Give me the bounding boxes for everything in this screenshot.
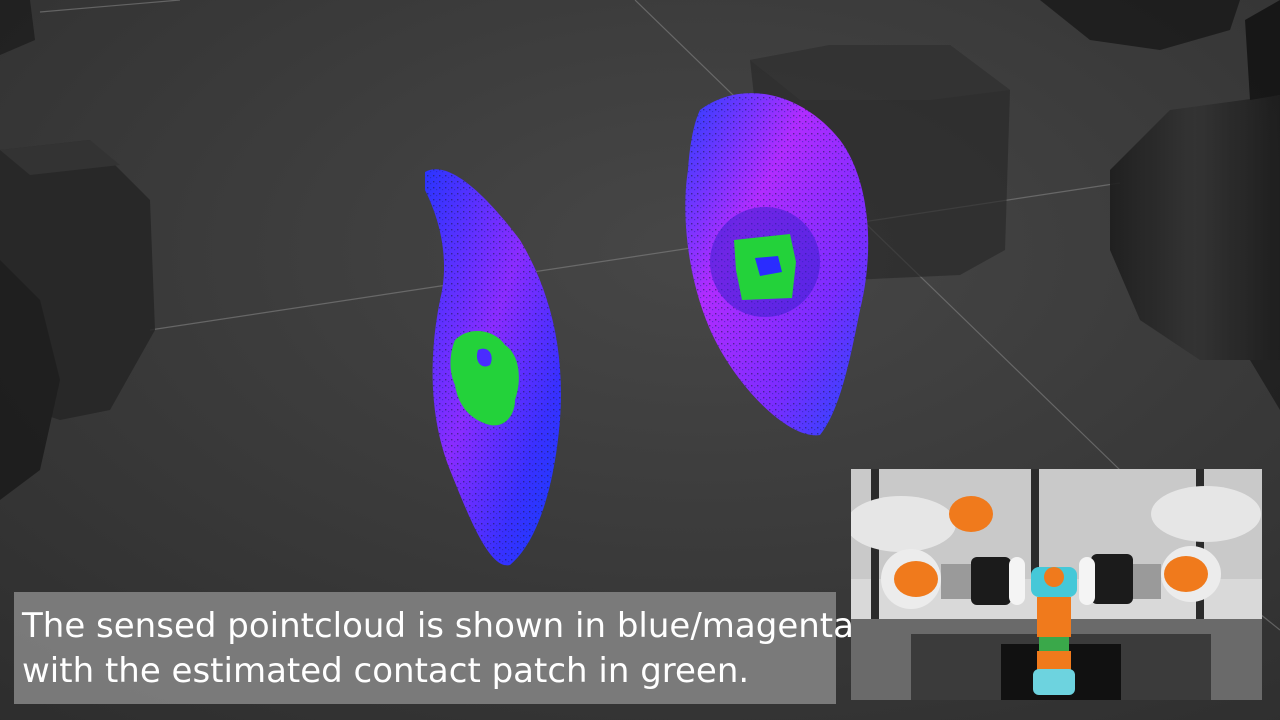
camera-inset-view xyxy=(851,469,1262,700)
contact-patch-left xyxy=(450,330,519,426)
bolt-stack xyxy=(1031,567,1077,695)
robot-scene-illustration xyxy=(851,469,1262,700)
caption-box: The sensed pointcloud is shown in blue/m… xyxy=(14,592,854,704)
pointcloud-right xyxy=(685,93,869,436)
left-robot-arm xyxy=(851,496,1025,609)
right-robot-arm xyxy=(1079,486,1261,605)
pointcloud-left xyxy=(425,169,561,566)
caption-line-2: with the estimated contact patch in gree… xyxy=(22,651,750,691)
caption-line-1: The sensed pointcloud is shown in blue/m… xyxy=(22,606,854,646)
gripper-model-left xyxy=(0,0,155,500)
